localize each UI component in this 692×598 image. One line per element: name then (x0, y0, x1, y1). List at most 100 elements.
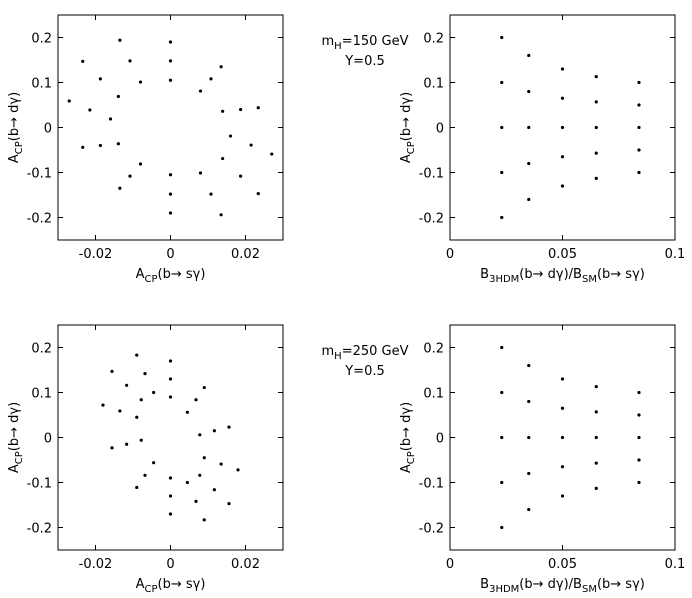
y-tick-label: 0.1 (31, 387, 52, 402)
point (227, 502, 231, 506)
y-tick-label: -0.2 (419, 522, 444, 537)
point (108, 117, 113, 121)
subscript: H (334, 351, 342, 362)
point (560, 435, 565, 440)
point (560, 406, 565, 410)
label-part: =150 GeV (342, 34, 409, 49)
point (209, 192, 213, 196)
point (228, 134, 233, 138)
axis-label: ACP(b→ dγ) (7, 402, 25, 473)
point (125, 383, 129, 387)
label-part: (b→ dγ) (399, 92, 414, 141)
y-tick-label: 0.2 (423, 32, 444, 47)
point (527, 161, 531, 166)
point (219, 213, 223, 217)
point (168, 78, 173, 82)
x-tick-label: 0.02 (231, 557, 260, 572)
point (110, 446, 114, 450)
axis-label: B3HDM(b→ dγ)/BSM(b→ sγ) (480, 267, 645, 285)
point (500, 80, 504, 85)
point (128, 174, 132, 178)
point (138, 80, 143, 84)
point (143, 372, 147, 376)
subscript: H (334, 41, 342, 52)
x-tick-label: 0 (166, 247, 174, 262)
x-tick-label: 0.1 (665, 247, 686, 262)
x-tick-label: 0 (446, 557, 454, 572)
point (637, 480, 641, 485)
point (168, 173, 173, 177)
x-tick-label: -0.02 (79, 557, 113, 572)
x-tick-label: 0.05 (548, 557, 577, 572)
point (168, 476, 173, 480)
point (500, 435, 504, 440)
y-tick-label: 0.1 (423, 387, 444, 402)
subscript: CP (406, 141, 417, 154)
point (81, 59, 85, 63)
point (118, 409, 122, 413)
point (560, 67, 565, 71)
y-tick-label: 0 (44, 122, 52, 137)
point (527, 363, 531, 368)
subscript: CP (14, 141, 25, 154)
label-part: (b→ sγ) (158, 577, 206, 592)
point (221, 109, 225, 113)
point (256, 192, 260, 196)
point (152, 461, 156, 465)
x-tick-label: 0.02 (231, 247, 260, 262)
y-tick-label: -0.2 (419, 212, 444, 227)
axis-label: ACP(b→ sγ) (136, 577, 206, 595)
label-part: A (7, 464, 22, 473)
point (560, 465, 565, 469)
point (637, 103, 641, 107)
plot-frame (57, 14, 284, 241)
point (118, 38, 122, 42)
y-tick-label: 0 (44, 432, 52, 447)
y-tick-label: -0.1 (419, 477, 444, 492)
x-tick-label: 0 (166, 557, 174, 572)
point (637, 435, 641, 440)
point (128, 59, 132, 63)
point (500, 525, 504, 530)
point (637, 458, 641, 462)
point (168, 211, 173, 215)
point (198, 433, 202, 437)
axis-label: mH=250 GeV (321, 344, 408, 362)
label-part: A (399, 154, 414, 163)
label-part: A (136, 577, 145, 592)
point (168, 512, 173, 516)
subscript: CP (14, 451, 25, 464)
point (270, 152, 274, 156)
y-tick-label: 0.2 (423, 342, 444, 357)
point (560, 155, 565, 159)
label-part: (b→ dγ)/B (519, 577, 582, 592)
point (560, 494, 565, 498)
point (227, 425, 231, 429)
point (202, 385, 206, 390)
point (168, 377, 173, 381)
annotation: Y=0.5 (344, 364, 385, 379)
point (527, 435, 531, 440)
point (594, 435, 598, 440)
point (139, 438, 143, 442)
label-part: (b→ sγ) (158, 267, 206, 282)
point (135, 415, 139, 419)
point (594, 385, 598, 389)
point (98, 77, 102, 81)
y-tick-label: 0.1 (31, 77, 52, 92)
y-tick-label: -0.2 (27, 212, 52, 227)
point (185, 480, 189, 485)
y-tick-label: 0.1 (423, 77, 444, 92)
point (152, 390, 156, 395)
point (116, 142, 120, 146)
point (202, 518, 206, 522)
point (168, 395, 173, 399)
point (110, 369, 114, 373)
point (249, 143, 253, 147)
point (527, 399, 531, 404)
x-tick-label: 0.1 (665, 557, 686, 572)
label-part: B (480, 267, 489, 282)
label-part: (b→ dγ) (7, 402, 22, 451)
point (239, 107, 243, 112)
axis-label: ACP(b→ dγ) (399, 92, 417, 163)
